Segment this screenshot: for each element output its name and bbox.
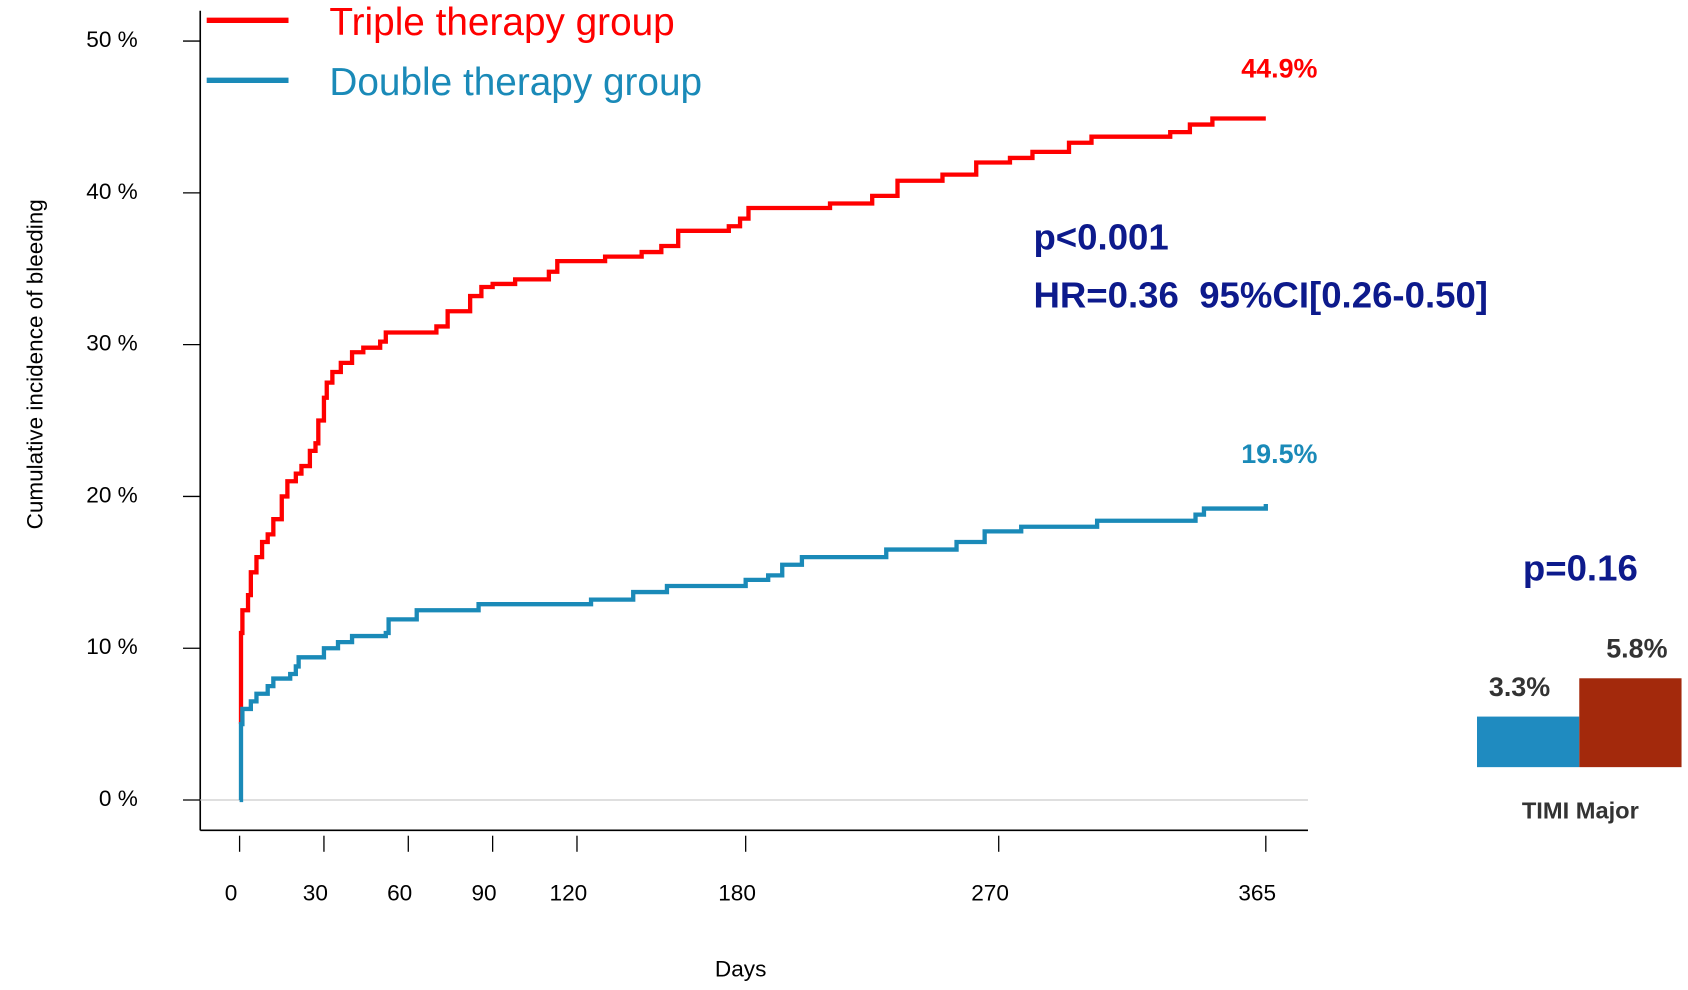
inset-annotation: p=0.16 bbox=[1523, 548, 1638, 589]
bar-value-label: 3.3% bbox=[1489, 672, 1550, 702]
legend-label: Double therapy group bbox=[329, 61, 702, 104]
bar bbox=[1579, 678, 1682, 768]
series-line bbox=[238, 504, 1268, 803]
end-label: 19.5% bbox=[1241, 439, 1317, 469]
x-tick-label: 30 bbox=[303, 881, 328, 906]
y-tick-label: 30 % bbox=[86, 331, 138, 356]
x-axis-label: Days bbox=[715, 957, 766, 982]
annotation: HR=0.36 95%CI[0.26-0.50] bbox=[1033, 275, 1488, 316]
bar-value-label: 5.8% bbox=[1606, 634, 1667, 664]
annotation: p<0.001 bbox=[1033, 217, 1168, 258]
y-tick-label: 20 % bbox=[86, 482, 138, 507]
x-tick-label: 0 bbox=[225, 881, 238, 906]
y-tick-label: 50 % bbox=[86, 27, 138, 52]
inset-title: TIMI Major bbox=[1522, 798, 1639, 824]
y-tick-label: 40 % bbox=[86, 179, 138, 204]
legend-label: Triple therapy group bbox=[329, 1, 674, 44]
bar bbox=[1477, 716, 1580, 768]
end-label: 44.9% bbox=[1241, 53, 1317, 83]
x-tick-label: 120 bbox=[550, 881, 588, 906]
x-tick-label: 60 bbox=[387, 881, 412, 906]
series-line bbox=[238, 116, 1266, 727]
y-axis-label: Cumulative incidence of bleeding bbox=[23, 199, 48, 529]
x-tick-label: 90 bbox=[471, 881, 496, 906]
y-tick-label: 10 % bbox=[86, 634, 138, 659]
x-tick-label: 270 bbox=[971, 881, 1009, 906]
y-tick-label: 0 % bbox=[99, 786, 138, 811]
x-tick-label: 365 bbox=[1238, 881, 1276, 906]
x-tick-label: 180 bbox=[718, 881, 756, 906]
